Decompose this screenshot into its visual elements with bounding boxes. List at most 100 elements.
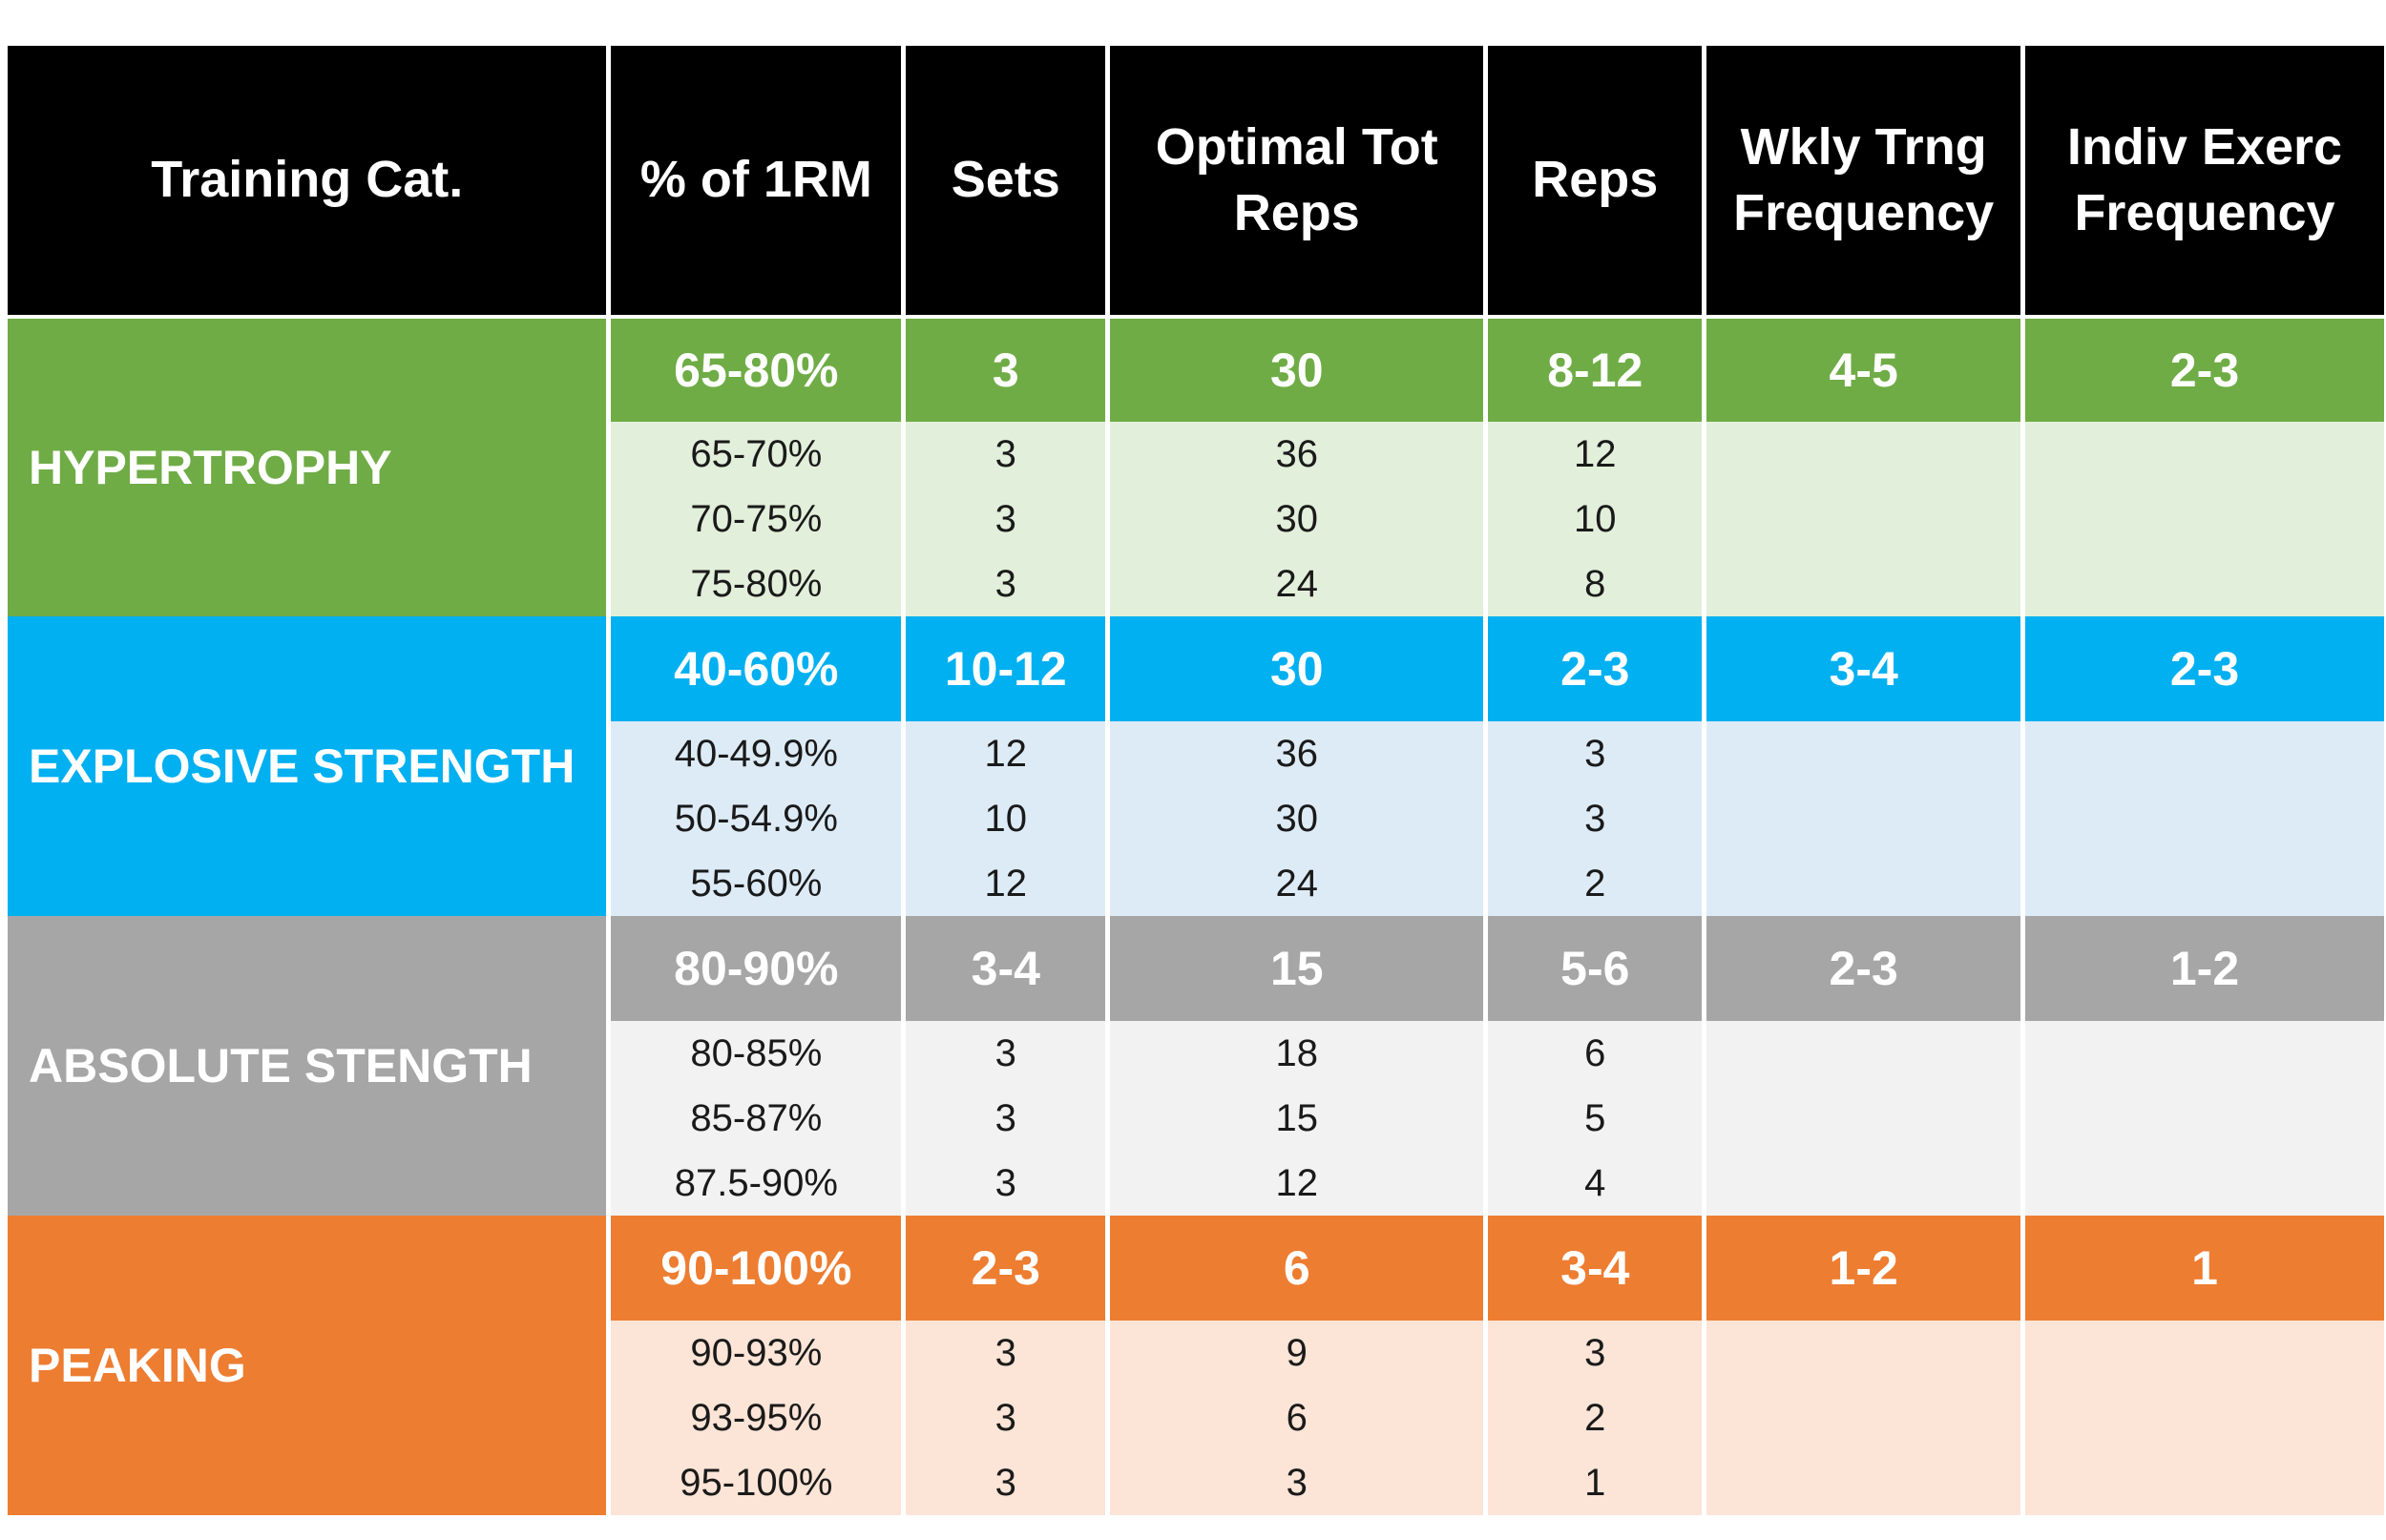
detail-cell: 3 — [1483, 1321, 1705, 1385]
detail-cell: 8 — [1483, 551, 1705, 616]
detail-cell — [2020, 721, 2384, 786]
detail-cell: 5 — [1483, 1086, 1705, 1151]
summary-cell: 1-2 — [2020, 916, 2384, 1021]
detail-cell: 12 — [901, 721, 1108, 786]
detail-cell — [2020, 1086, 2384, 1151]
column-header: Training Cat. — [8, 46, 609, 319]
detail-cell — [2020, 1450, 2384, 1515]
summary-cell: 90-100% — [606, 1216, 904, 1321]
detail-cell: 6 — [1483, 1021, 1705, 1086]
summary-cell: 1-2 — [1702, 1216, 2023, 1321]
column-header: Reps — [1483, 46, 1705, 319]
detail-cell: 18 — [1105, 1021, 1486, 1086]
detail-cell: 10 — [1483, 487, 1705, 551]
detail-cell: 3 — [901, 551, 1108, 616]
category-cell: HYPERTROPHY — [8, 317, 609, 616]
detail-cell — [1702, 422, 2023, 487]
detail-cell: 3 — [1483, 721, 1705, 786]
summary-cell: 4-5 — [1702, 317, 2023, 422]
summary-cell: 3-4 — [1702, 616, 2023, 721]
detail-cell — [1702, 551, 2023, 616]
detail-row: 90-93% 3 9 3 — [8, 1321, 2384, 1385]
category-cell: EXPLOSIVE STRENGTH — [8, 616, 609, 916]
section-summary-row: PEAKING 90-100% 2-3 6 3-4 1-2 1 — [8, 1216, 2384, 1515]
summary-cell: 2-3 — [1702, 916, 2023, 1021]
detail-cell: 3 — [901, 1151, 1108, 1216]
detail-row: 85-87% 3 15 5 — [8, 1086, 2384, 1151]
detail-cell — [2020, 551, 2384, 616]
column-header: Wkly Trng Frequency — [1702, 46, 2023, 319]
detail-cell: 90-93% — [606, 1321, 904, 1385]
summary-cell: 30 — [1105, 317, 1486, 422]
detail-cell — [1702, 721, 2023, 786]
detail-cell — [1702, 1151, 2023, 1216]
detail-row: 93-95% 3 6 2 — [8, 1385, 2384, 1450]
column-header: Optimal Tot Reps — [1105, 46, 1486, 319]
detail-cell: 3 — [901, 1086, 1108, 1151]
detail-cell — [2020, 1321, 2384, 1385]
category-cell: ABSOLUTE STENGTH — [8, 916, 609, 1216]
detail-cell: 80-85% — [606, 1021, 904, 1086]
detail-cell — [1702, 1021, 2023, 1086]
summary-cell: 1 — [2020, 1216, 2384, 1321]
detail-cell: 3 — [901, 1321, 1108, 1385]
detail-cell: 30 — [1105, 786, 1486, 851]
detail-cell — [2020, 1021, 2384, 1086]
detail-cell: 36 — [1105, 422, 1486, 487]
section-summary-row: EXPLOSIVE STRENGTH 40-60% 10-12 30 2-3 3-4 2-3 — [8, 616, 2384, 916]
detail-cell: 1 — [1483, 1450, 1705, 1515]
summary-cell: 3 — [901, 317, 1108, 422]
detail-cell — [1702, 786, 2023, 851]
detail-cell — [2020, 786, 2384, 851]
detail-cell: 2 — [1483, 1385, 1705, 1450]
summary-cell: 2-3 — [2020, 616, 2384, 721]
summary-cell: 3-4 — [901, 916, 1108, 1021]
detail-row: 50-54.9% 10 30 3 — [8, 786, 2384, 851]
detail-cell — [2020, 422, 2384, 487]
table-body: HYPERTROPHY 65-80% 3 30 8-12 4-5 2-3 65-70% 3 36 1… — [8, 317, 2384, 1515]
detail-row: 80-85% 3 18 6 — [8, 1021, 2384, 1086]
detail-cell — [1702, 1450, 2023, 1515]
detail-cell: 9 — [1105, 1321, 1486, 1385]
section-summary-row: ABSOLUTE STENGTH 80-90% 3-4 15 5-6 2-3 1-2 — [8, 916, 2384, 1216]
training-table-wrapper: Training Cat.% of 1RM Sets Optimal Tot Rep… — [8, 46, 2384, 1515]
summary-cell: 3-4 — [1483, 1216, 1705, 1321]
detail-row: 95-100% 3 3 1 — [8, 1450, 2384, 1515]
detail-cell: 24 — [1105, 551, 1486, 616]
detail-cell: 12 — [1105, 1151, 1486, 1216]
detail-cell: 3 — [1105, 1450, 1486, 1515]
detail-cell: 3 — [901, 487, 1108, 551]
detail-cell: 2 — [1483, 851, 1705, 916]
detail-cell — [1702, 1086, 2023, 1151]
detail-cell: 95-100% — [606, 1450, 904, 1515]
detail-cell: 3 — [1483, 786, 1705, 851]
summary-cell: 2-3 — [901, 1216, 1108, 1321]
section-summary-row: HYPERTROPHY 65-80% 3 30 8-12 4-5 2-3 — [8, 317, 2384, 616]
detail-cell: 12 — [1483, 422, 1705, 487]
detail-cell: 15 — [1105, 1086, 1486, 1151]
detail-cell: 93-95% — [606, 1385, 904, 1450]
detail-cell — [2020, 851, 2384, 916]
summary-cell: 2-3 — [1483, 616, 1705, 721]
detail-cell — [1702, 851, 2023, 916]
summary-cell: 8-12 — [1483, 317, 1705, 422]
detail-cell: 65-70% — [606, 422, 904, 487]
detail-cell: 36 — [1105, 721, 1486, 786]
detail-cell — [1702, 1321, 2023, 1385]
detail-cell: 30 — [1105, 487, 1486, 551]
detail-cell: 10 — [901, 786, 1108, 851]
summary-cell: 80-90% — [606, 916, 904, 1021]
detail-cell: 40-49.9% — [606, 721, 904, 786]
detail-cell: 3 — [901, 1021, 1108, 1086]
detail-row: 55-60% 12 24 2 — [8, 851, 2384, 916]
table-header: Training Cat.% of 1RM Sets Optimal Tot Rep… — [8, 46, 2384, 319]
detail-cell — [1702, 487, 2023, 551]
detail-row: 40-49.9% 12 36 3 — [8, 721, 2384, 786]
detail-cell: 4 — [1483, 1151, 1705, 1216]
column-header: Indiv Exerc Frequency — [2020, 46, 2384, 319]
detail-cell: 50-54.9% — [606, 786, 904, 851]
detail-cell: 55-60% — [606, 851, 904, 916]
column-header: Sets — [901, 46, 1108, 319]
summary-cell: 10-12 — [901, 616, 1108, 721]
detail-row: 75-80% 3 24 8 — [8, 551, 2384, 616]
